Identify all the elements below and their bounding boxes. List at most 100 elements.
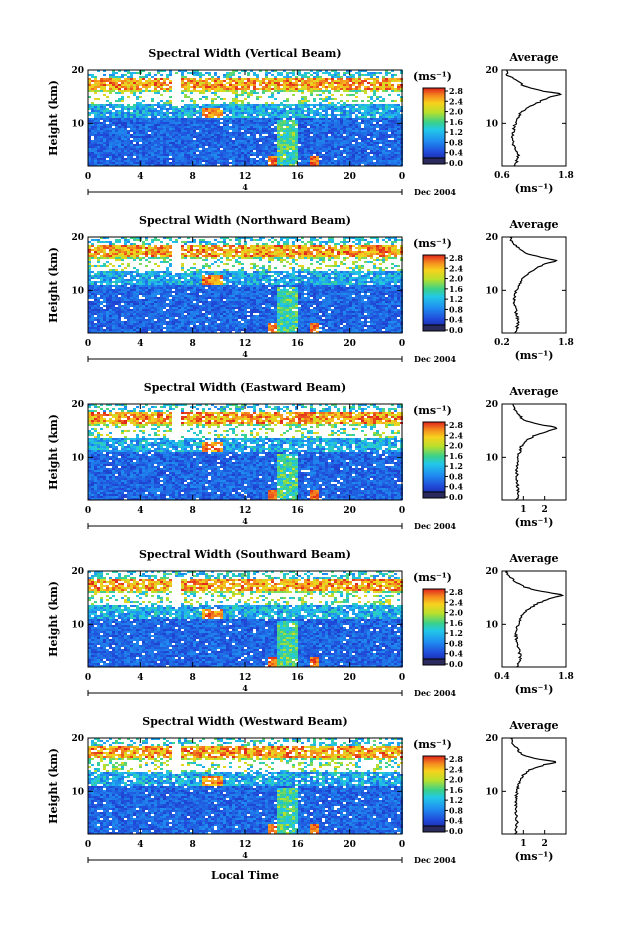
x-tick-label: 4 [137,339,143,349]
average-x-tick-label: 0.4 [494,672,510,682]
colorbar-tick-label: 2.8 [449,587,463,597]
x-axis-label: Local Time [211,869,279,882]
colorbar-bottom-swatch [422,491,446,499]
colorbar-tick-label: 0.0 [449,492,463,502]
x-tick-label: 16 [291,840,304,850]
colorbar [422,755,446,833]
y-tick-label: 10 [71,787,84,797]
average-y-tick-label: 10 [485,286,498,296]
colorbar-tick-label: 0.4 [449,148,463,158]
x-tick-label: 4 [137,840,143,850]
average-y-tick-label: 10 [485,620,498,630]
average-title: Average [508,719,558,732]
y-axis-label: Height (km) [47,247,60,323]
colorbar-tick-label: 1.2 [449,461,463,471]
heatmap-cells [88,237,403,333]
average-y-tick-label: 10 [485,787,498,797]
x-tick-label: 20 [343,506,356,516]
colorbar-tick-label: 0.4 [449,649,463,659]
x-tick-label: 16 [291,673,304,683]
date-label: Dec 2004 [414,855,456,865]
colorbar-tick-label: 2.4 [449,430,463,440]
colorbar-tick-label: 2.0 [449,274,463,284]
colorbar-tick-label: 2.4 [449,764,463,774]
x-tick-label: 0 [399,339,405,349]
x-tick-label: 12 [239,673,252,683]
panel-title: Spectral Width (Northward Beam) [139,214,351,227]
y-tick-label: 20 [71,567,84,577]
panel-title: Spectral Width (Eastward Beam) [144,381,346,394]
average-y-tick-label: 10 [485,119,498,129]
x-tick-label: 20 [343,339,356,349]
date-marker-label: 4 [242,182,248,192]
average-y-tick-label: 10 [485,453,498,463]
average-frame [501,570,567,668]
x-tick-label: 16 [291,172,304,182]
colorbar-tick-label: 1.6 [449,618,463,628]
x-tick-label: 0 [399,172,405,182]
heatmap-cells [88,738,403,834]
colorbar-tick-label: 2.4 [449,96,463,106]
colorbar-tick-label: 0.0 [449,158,463,168]
y-tick-label: 10 [71,286,84,296]
x-tick-label: 16 [291,339,304,349]
x-tick-label: 0 [399,840,405,850]
x-tick-label: 0 [85,506,91,516]
colorbar-tick-label: 2.4 [449,597,463,607]
x-tick-label: 4 [137,673,143,683]
colorbar-tick-label: 1.2 [449,127,463,137]
panel-title: Spectral Width (Vertical Beam) [148,47,341,60]
panel-4: Spectral Width (Southward Beam) 20 10 Heigh… [47,548,574,698]
colorbar-tick-label: 0.8 [449,304,463,314]
colorbar [422,87,446,165]
colorbar-tick-label: 2.0 [449,441,463,451]
x-tick-label: 12 [239,339,252,349]
average-x-label: (ms⁻¹) [515,683,554,696]
colorbar-tick-label: 0.4 [449,816,463,826]
average-title: Average [508,385,558,398]
average-x-tick-label: 1.8 [558,672,574,682]
x-tick-label: 8 [190,673,196,683]
average-x-label: (ms⁻¹) [515,182,554,195]
colorbar-tick-label: 1.6 [449,451,463,461]
colorbar-bottom-swatch [422,658,446,666]
panel-title: Spectral Width (Westward Beam) [142,715,347,728]
date-marker-label: 4 [242,516,248,526]
colorbar-tick-label: 0.4 [449,482,463,492]
colorbar-tick-label: 1.6 [449,117,463,127]
x-tick-label: 12 [239,172,252,182]
colorbar-tick-label: 2.8 [449,754,463,764]
average-title: Average [508,51,558,64]
colorbar-tick-label: 2.0 [449,608,463,618]
average-x-tick-label: 1.8 [558,171,574,181]
average-x-label: (ms⁻¹) [515,349,554,362]
colorbar-tick-label: 0.8 [449,638,463,648]
x-tick-label: 0 [85,172,91,182]
date-marker-label: 4 [242,850,248,860]
average-x-tick-label: 2 [542,505,548,515]
average-x-tick-label: 1 [520,839,526,849]
x-tick-label: 20 [343,840,356,850]
average-y-tick-label: 20 [485,734,498,744]
y-axis-label: Height (km) [47,414,60,490]
average-y-tick-label: 20 [485,233,498,243]
colorbar-tick-label: 2.4 [449,263,463,273]
y-tick-label: 20 [71,400,84,410]
x-tick-label: 12 [239,506,252,516]
colorbar-tick-label: 0.0 [449,826,463,836]
colorbar-tick-label: 0.8 [449,471,463,481]
colorbar-tick-label: 2.0 [449,107,463,117]
x-tick-label: 8 [190,172,196,182]
x-tick-label: 20 [343,673,356,683]
colorbar-unit-label: (ms⁻¹) [413,404,452,417]
colorbar-tick-label: 2.8 [449,420,463,430]
colorbar-tick-label: 1.2 [449,294,463,304]
colorbar-unit-label: (ms⁻¹) [413,237,452,250]
colorbar-tick-label: 1.6 [449,284,463,294]
date-label: Dec 2004 [414,187,456,197]
colorbar-tick-label: 2.8 [449,86,463,96]
colorbar-unit-label: (ms⁻¹) [413,70,452,83]
colorbar-tick-label: 1.6 [449,785,463,795]
panel-1: Spectral Width (Vertical Beam) 20 10 Height… [47,47,574,197]
